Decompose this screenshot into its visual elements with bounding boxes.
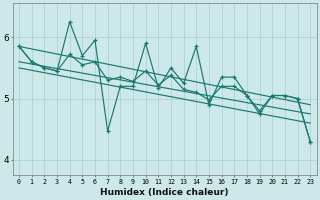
X-axis label: Humidex (Indice chaleur): Humidex (Indice chaleur)	[100, 188, 229, 197]
